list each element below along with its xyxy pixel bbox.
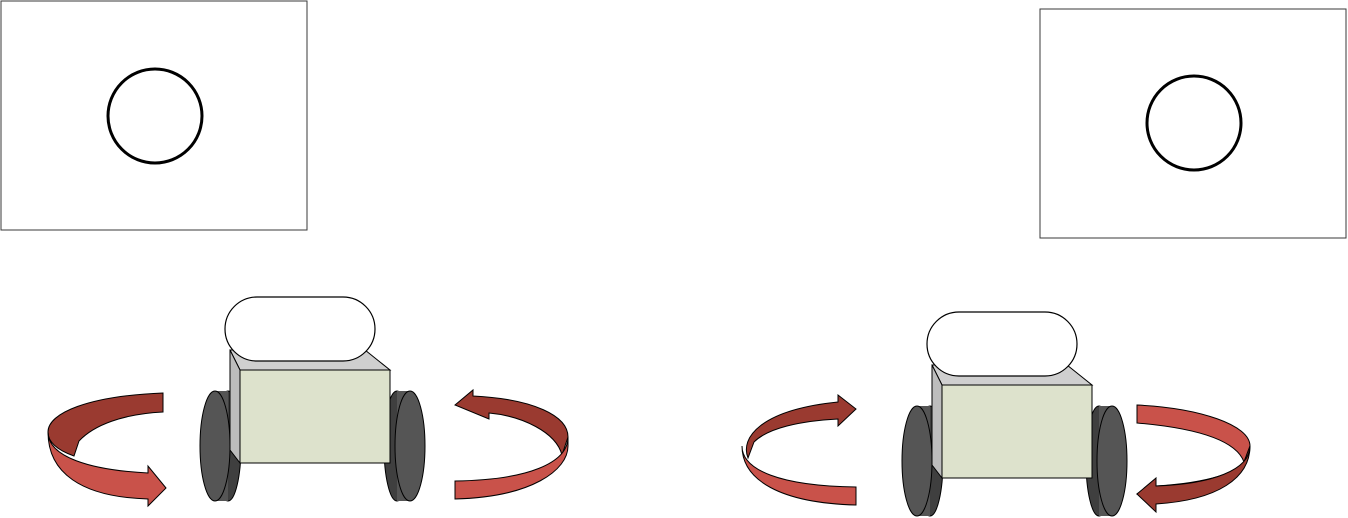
target-circle (106, 67, 204, 165)
camera-view-left (0, 0, 308, 231)
target-circle (1145, 74, 1243, 172)
camera-frame (0, 0, 308, 231)
camera-frame (1039, 8, 1347, 239)
robot-right (901, 311, 1128, 517)
right-panel (741, 8, 1347, 517)
rotation-arrow-left-wheel (741, 393, 857, 506)
camera-view-right (1039, 8, 1347, 239)
rotation-arrow-right-wheel (454, 388, 569, 500)
left-panel (0, 0, 569, 508)
rotation-arrow-right-wheel (1135, 404, 1251, 514)
robot-left (199, 296, 426, 502)
rotation-arrow-left-wheel (47, 392, 167, 508)
